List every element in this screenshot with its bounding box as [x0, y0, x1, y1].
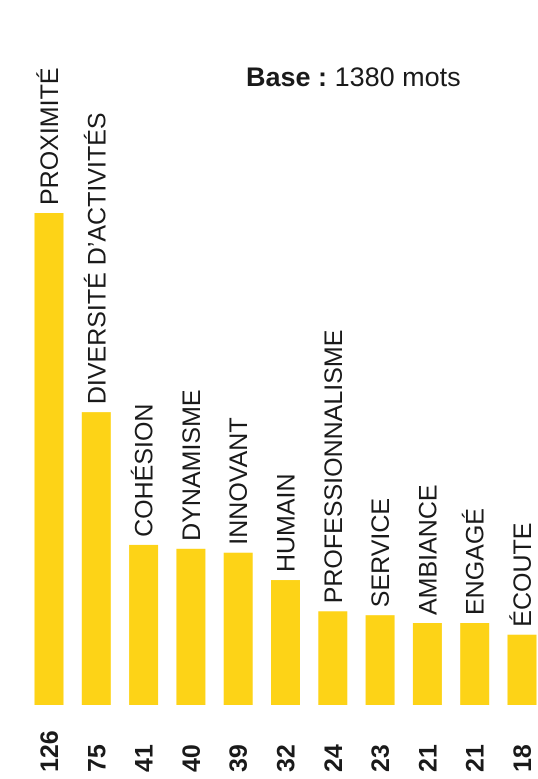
value-label: 40 — [178, 744, 206, 772]
bar — [365, 615, 395, 705]
value-label: 18 — [509, 744, 537, 772]
bar — [34, 213, 64, 705]
value-label: 21 — [462, 744, 490, 772]
bar — [507, 634, 537, 705]
bar — [271, 580, 300, 705]
category-label: PROXIMITÉ — [35, 67, 64, 205]
category-label: ENGAGÉ — [461, 508, 490, 615]
value-label: 39 — [225, 744, 253, 772]
value-label: 23 — [367, 744, 395, 772]
base-note: Base : 1380 mots — [246, 62, 461, 93]
base-note-label: Base : — [246, 62, 328, 92]
base-note-value: 1380 mots — [334, 62, 461, 92]
category-label: INNOVANT — [225, 417, 253, 544]
category-label: SERVICE — [367, 498, 395, 607]
bar — [129, 544, 159, 705]
value-label: 41 — [131, 744, 159, 772]
category-label: AMBIANCE — [414, 484, 442, 615]
bar — [223, 552, 253, 705]
value-label: 126 — [36, 730, 64, 772]
bar — [81, 412, 111, 705]
bar — [318, 611, 348, 705]
category-label: HUMAIN — [273, 473, 301, 572]
value-label: 21 — [414, 744, 442, 772]
category-label: ÉCOUTE — [508, 523, 537, 627]
category-label: PROFESSIONNALISME — [320, 330, 348, 604]
value-label: 75 — [83, 744, 111, 772]
bar — [412, 623, 442, 705]
category-label: DIVERSITÉ D’ACTIVITÉS — [82, 112, 111, 404]
bar — [460, 623, 490, 705]
bar — [176, 548, 206, 705]
value-label: 32 — [273, 744, 301, 772]
value-label: 24 — [320, 744, 348, 772]
category-label: COHÉSION — [130, 404, 159, 537]
category-label: DYNAMISME — [178, 389, 206, 540]
